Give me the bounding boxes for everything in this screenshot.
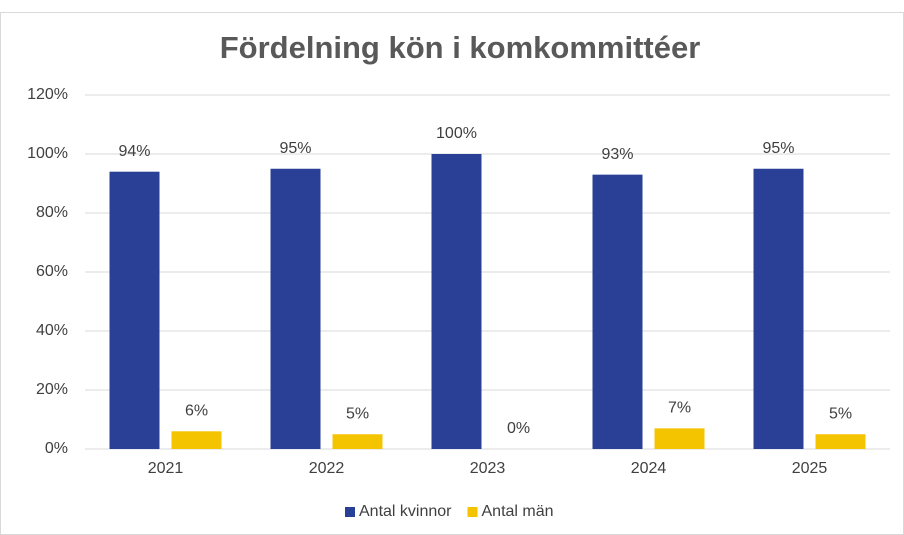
y-tick-label: 100% [27, 145, 68, 162]
bar [592, 174, 643, 449]
legend-label: Antal kvinnor [359, 503, 452, 520]
y-tick-label: 40% [36, 322, 68, 339]
bar [109, 171, 160, 449]
x-tick-label: 2021 [148, 460, 184, 477]
bar [431, 154, 482, 449]
chart-title: Fördelning kön i komkommittéer [220, 30, 701, 65]
value-label: 6% [185, 403, 208, 420]
value-label: 95% [762, 140, 794, 157]
bar [815, 434, 866, 449]
value-label: 100% [436, 125, 477, 142]
bar [753, 168, 804, 449]
y-tick-label: 80% [36, 204, 68, 221]
value-label: 95% [279, 140, 311, 157]
value-label: 7% [668, 400, 691, 417]
legend-swatch [345, 507, 355, 517]
value-label: 0% [507, 420, 530, 437]
value-label: 5% [829, 405, 852, 422]
bar [171, 431, 222, 449]
y-tick-label: 60% [36, 263, 68, 280]
legend-label: Antal män [482, 503, 554, 520]
y-tick-label: 20% [36, 381, 68, 398]
value-label: 94% [118, 143, 150, 160]
bar [654, 428, 705, 449]
bar [332, 434, 383, 449]
x-tick-label: 2024 [631, 460, 667, 477]
value-label: 93% [601, 146, 633, 163]
value-label: 5% [346, 405, 369, 422]
x-tick-label: 2025 [792, 460, 828, 477]
y-tick-label: 0% [45, 440, 68, 457]
bar [270, 168, 321, 449]
y-tick-label: 120% [27, 86, 68, 103]
x-tick-label: 2023 [470, 460, 506, 477]
legend-swatch [467, 507, 478, 517]
x-tick-label: 2022 [309, 460, 345, 477]
